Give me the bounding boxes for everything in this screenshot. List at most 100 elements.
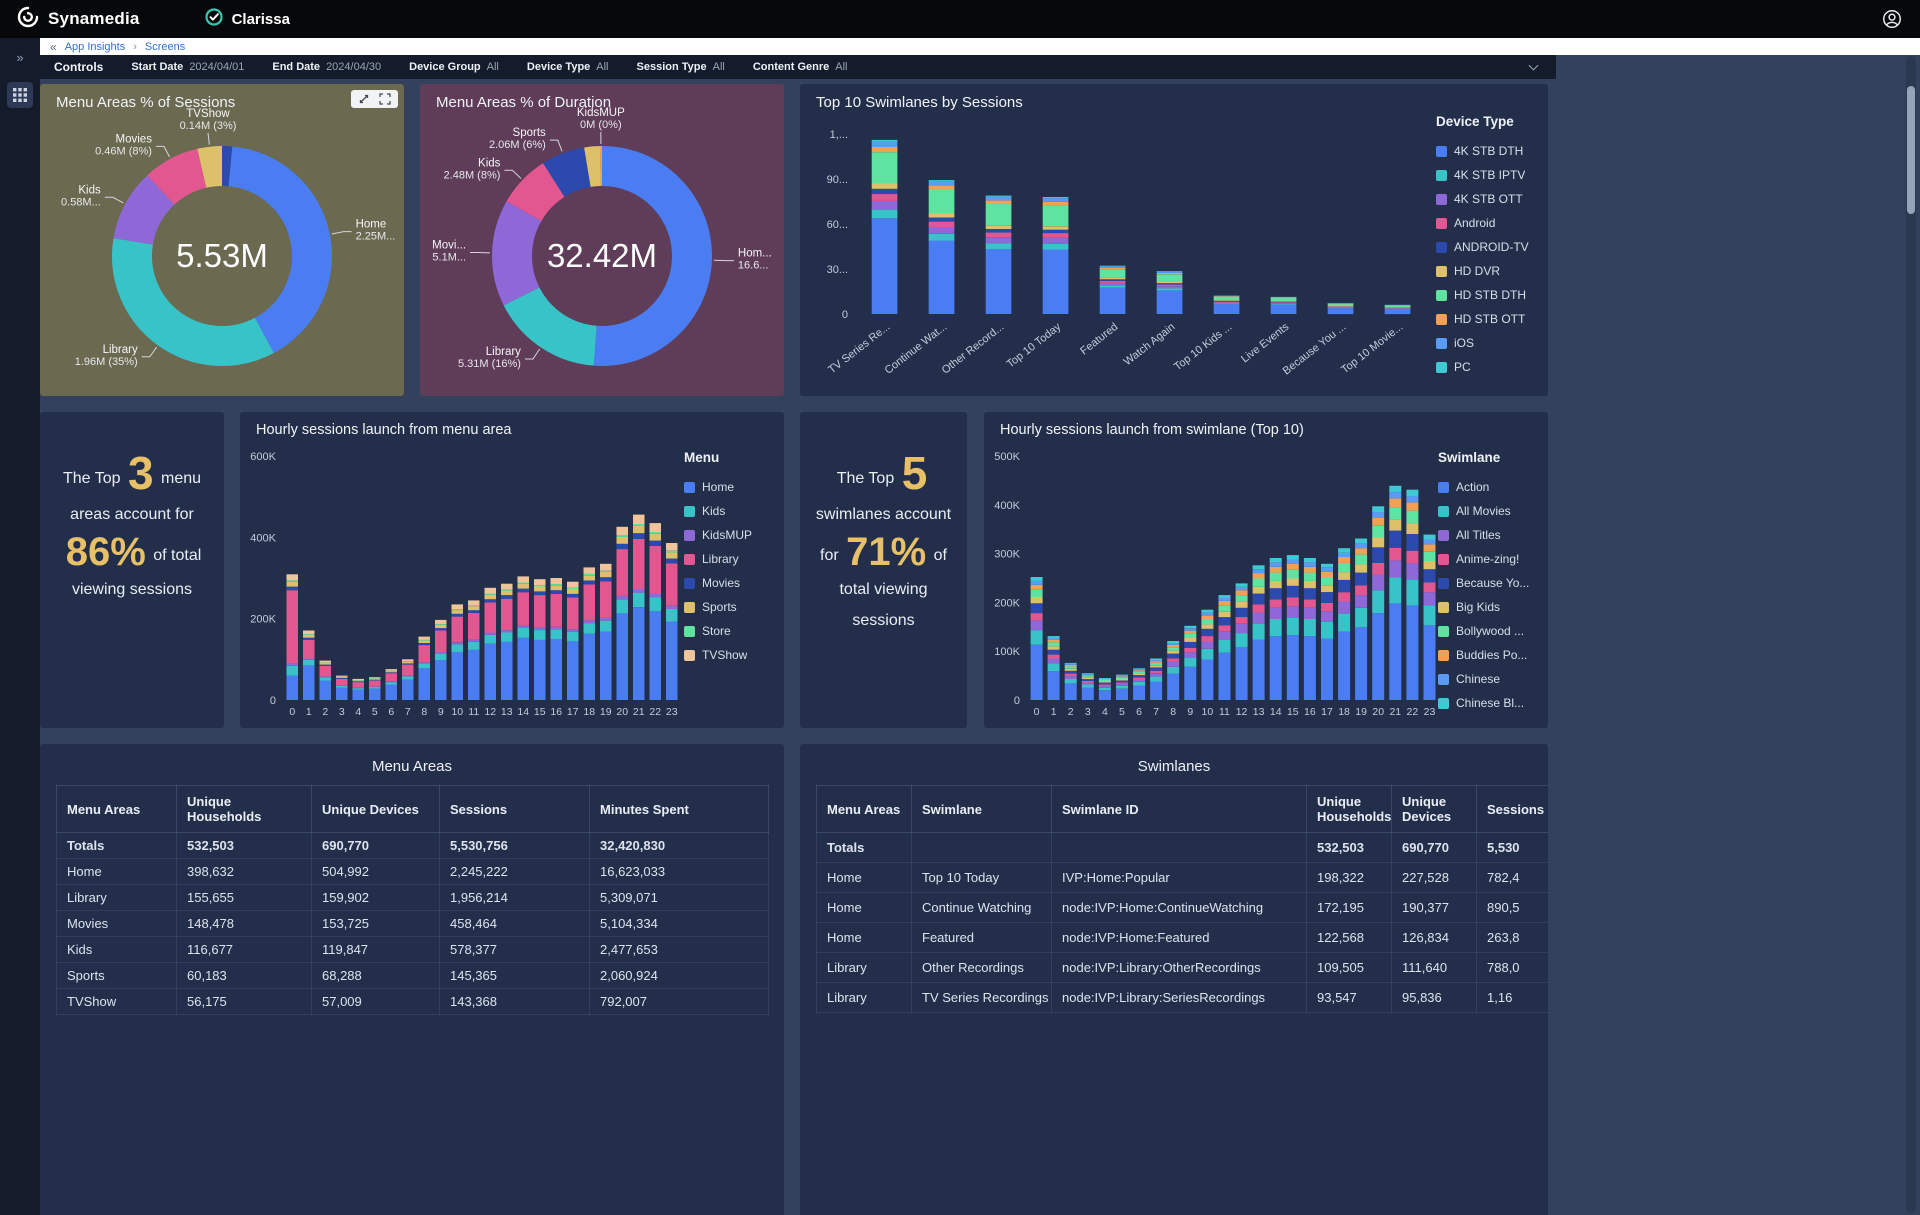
bar-segment[interactable]: [1047, 636, 1060, 639]
bar-segment[interactable]: [303, 659, 315, 666]
breadcrumb-collapse-icon[interactable]: «: [50, 39, 57, 54]
bar-segment[interactable]: [1372, 537, 1385, 548]
bar-segment[interactable]: [550, 584, 563, 586]
bar-segment[interactable]: [435, 619, 447, 624]
bar-segment[interactable]: [1042, 198, 1069, 202]
bar-segment[interactable]: [633, 514, 645, 524]
bar-segment[interactable]: [649, 523, 662, 532]
bar-segment[interactable]: [1081, 679, 1094, 681]
bar-segment[interactable]: [985, 195, 1012, 197]
legend-item[interactable]: Store: [684, 619, 776, 643]
bar-segment[interactable]: [1286, 635, 1299, 700]
bar-segment[interactable]: [1270, 297, 1297, 302]
bar-segment[interactable]: [1213, 303, 1240, 305]
bar-segment[interactable]: [871, 200, 898, 210]
legend-item[interactable]: Bollywood ...: [1438, 619, 1542, 643]
bar-segment[interactable]: [418, 640, 431, 643]
bar-segment[interactable]: [1201, 636, 1214, 642]
bar-segment[interactable]: [501, 589, 513, 591]
column-header[interactable]: Sessions: [1476, 785, 1548, 833]
bar-segment[interactable]: [1252, 612, 1265, 624]
legend-item[interactable]: iOS: [1436, 331, 1536, 355]
bar-segment[interactable]: [435, 653, 447, 661]
bar-segment[interactable]: [567, 629, 579, 632]
bar-segment[interactable]: [1047, 646, 1060, 650]
bar-segment[interactable]: [1321, 638, 1333, 701]
bar-segment[interactable]: [1167, 661, 1180, 667]
bar-segment[interactable]: [418, 663, 431, 669]
bar-segment[interactable]: [1252, 565, 1265, 570]
bar-segment[interactable]: [1150, 658, 1163, 661]
bar-segment[interactable]: [1064, 662, 1077, 664]
bar-segment[interactable]: [583, 573, 596, 576]
bar-segment[interactable]: [1303, 599, 1316, 608]
bar-segment[interactable]: [1081, 677, 1094, 680]
bar-segment[interactable]: [336, 687, 348, 700]
bar-segment[interactable]: [1235, 586, 1248, 591]
bar-segment[interactable]: [1156, 274, 1183, 282]
bar-segment[interactable]: [1384, 304, 1411, 306]
bar-segment[interactable]: [1201, 648, 1214, 660]
bar-segment[interactable]: [666, 621, 678, 701]
bar-segment[interactable]: [928, 185, 955, 190]
bar-segment[interactable]: [1372, 574, 1385, 591]
bar-segment[interactable]: [928, 181, 955, 186]
bar-segment[interactable]: [1389, 530, 1402, 548]
legend-item[interactable]: Home: [684, 475, 776, 499]
bar-segment[interactable]: [1389, 492, 1402, 499]
bar-segment[interactable]: [985, 229, 1012, 233]
bar-segment[interactable]: [418, 645, 431, 663]
donut-slice-Movies[interactable]: [147, 148, 208, 206]
bar-segment[interactable]: [319, 660, 332, 663]
bar-segment[interactable]: [1156, 290, 1183, 314]
bar-segment[interactable]: [1098, 682, 1111, 685]
expand-arrows-icon[interactable]: [358, 93, 370, 105]
bar-segment[interactable]: [1150, 676, 1163, 682]
bar-segment[interactable]: [616, 613, 629, 700]
bar-segment[interactable]: [1201, 615, 1214, 619]
bar-segment[interactable]: [1338, 601, 1351, 614]
bar-segment[interactable]: [1030, 597, 1043, 604]
bar-segment[interactable]: [1150, 662, 1163, 666]
bar-segment[interactable]: [1286, 585, 1299, 598]
bar-segment[interactable]: [616, 599, 629, 614]
donut-chart-menu-sessions[interactable]: Home 2.25M... Library 1.96M (35%) Kids 0.58M.…: [40, 84, 404, 396]
bar-segment[interactable]: [1355, 538, 1368, 544]
bar-segment[interactable]: [633, 607, 645, 700]
bar-segment[interactable]: [1252, 586, 1265, 594]
bar-segment[interactable]: [633, 592, 645, 608]
donut-slice-Sports[interactable]: [543, 147, 592, 198]
bar-segment[interactable]: [1269, 562, 1282, 567]
bar-segment[interactable]: [1270, 302, 1297, 303]
bar-segment[interactable]: [600, 571, 612, 578]
bar-segment[interactable]: [550, 578, 563, 585]
bar-segment[interactable]: [871, 152, 898, 184]
bar-segment[interactable]: [1156, 271, 1183, 272]
bar-segment[interactable]: [402, 676, 414, 680]
bar-segment[interactable]: [616, 526, 629, 536]
bar-segment[interactable]: [666, 608, 678, 622]
bar-segment[interactable]: [534, 586, 546, 592]
bar-segment[interactable]: [1030, 580, 1043, 585]
bar-segment[interactable]: [1081, 673, 1094, 675]
bar-segment[interactable]: [1286, 569, 1299, 579]
column-header[interactable]: Swimlane ID: [1051, 785, 1307, 833]
column-header[interactable]: Unique Households: [176, 785, 312, 833]
bar-segment[interactable]: [1355, 548, 1368, 555]
bar-segment[interactable]: [385, 681, 398, 683]
donut-slice-Hom...[interactable]: [593, 146, 712, 366]
bar-segment[interactable]: [583, 580, 596, 585]
bar-segment[interactable]: [985, 237, 1012, 244]
column-header[interactable]: Unique Devices: [311, 785, 440, 833]
bar-segment[interactable]: [1355, 595, 1368, 608]
legend-item[interactable]: Big Kids: [1438, 595, 1542, 619]
legend-item[interactable]: KidsMUP: [684, 523, 776, 547]
bar-segment[interactable]: [583, 584, 596, 621]
bar-segment[interactable]: [517, 625, 530, 628]
bar-segment[interactable]: [1167, 666, 1180, 674]
bar-segment[interactable]: [1167, 642, 1180, 645]
bar-segment[interactable]: [649, 593, 662, 598]
bar-segment[interactable]: [633, 525, 645, 534]
bar-segment[interactable]: [1252, 573, 1265, 579]
column-header[interactable]: Menu Areas: [816, 785, 912, 833]
